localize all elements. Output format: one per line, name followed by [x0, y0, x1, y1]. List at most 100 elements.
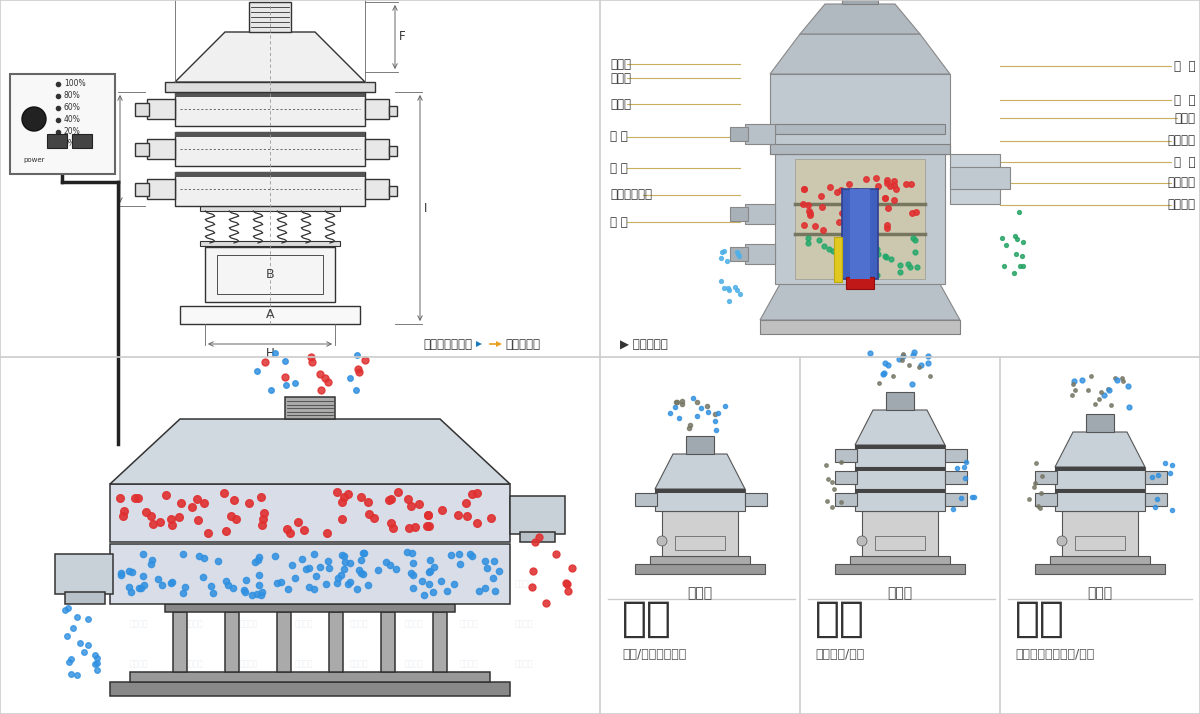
- Text: 颗粒/粉末准确分级: 颗粒/粉末准确分级: [622, 648, 686, 660]
- Bar: [854, 489, 946, 493]
- Circle shape: [1057, 536, 1067, 546]
- Bar: [760, 320, 960, 334]
- Text: 去除异物/结块: 去除异物/结块: [815, 648, 864, 660]
- Bar: [950, 154, 1000, 204]
- Bar: [175, 132, 365, 166]
- Bar: [835, 471, 857, 484]
- Bar: [846, 277, 874, 289]
- Bar: [110, 484, 510, 542]
- Polygon shape: [770, 34, 950, 74]
- Bar: [862, 511, 938, 556]
- Bar: [175, 172, 365, 177]
- Bar: [850, 556, 950, 564]
- Bar: [674, 536, 725, 550]
- Text: 三层式: 三层式: [888, 586, 912, 600]
- Text: 颗粒分级: 颗粒分级: [515, 619, 534, 628]
- Text: 40%: 40%: [64, 116, 80, 124]
- Text: 下部重锤: 下部重锤: [1166, 198, 1195, 211]
- Bar: [65, 592, 106, 604]
- Bar: [635, 493, 658, 506]
- Text: 过滤: 过滤: [815, 598, 865, 640]
- Bar: [72, 134, 92, 148]
- Bar: [166, 604, 455, 612]
- Bar: [130, 672, 490, 682]
- Bar: [775, 124, 946, 134]
- Text: 颗粒分级: 颗粒分级: [350, 659, 368, 668]
- Bar: [775, 154, 946, 284]
- Bar: [730, 207, 748, 221]
- Bar: [286, 397, 335, 419]
- Bar: [148, 99, 175, 119]
- Bar: [1050, 556, 1150, 564]
- Text: 去除液体中的颗粒/异物: 去除液体中的颗粒/异物: [1015, 648, 1094, 660]
- Bar: [1055, 467, 1145, 471]
- Bar: [835, 564, 965, 574]
- Bar: [842, 189, 878, 279]
- Bar: [175, 132, 365, 137]
- Text: 颗粒分级: 颗粒分级: [515, 579, 534, 588]
- Bar: [250, 2, 292, 32]
- Bar: [655, 489, 745, 493]
- Bar: [950, 167, 1010, 189]
- Bar: [835, 449, 857, 462]
- Polygon shape: [496, 341, 502, 347]
- Text: 颗粒分级: 颗粒分级: [350, 579, 368, 588]
- Bar: [650, 556, 750, 564]
- Text: 网  架: 网 架: [1174, 94, 1195, 106]
- Bar: [175, 172, 365, 206]
- Polygon shape: [110, 419, 510, 484]
- Text: 运输固定螺栓: 运输固定螺栓: [610, 188, 652, 201]
- Bar: [850, 189, 870, 279]
- Circle shape: [857, 536, 866, 546]
- Bar: [635, 564, 766, 574]
- Text: 颗粒分级: 颗粒分级: [460, 619, 479, 628]
- Text: 颗粒分级: 颗粒分级: [130, 579, 149, 588]
- Bar: [1034, 564, 1165, 574]
- Bar: [686, 436, 714, 454]
- Bar: [134, 103, 149, 116]
- Bar: [365, 139, 389, 159]
- Text: 结构示意图: 结构示意图: [505, 338, 540, 351]
- Text: 颗粒分级: 颗粒分级: [130, 619, 149, 628]
- Bar: [946, 493, 967, 506]
- Bar: [226, 612, 239, 672]
- Bar: [389, 106, 397, 116]
- Text: 颗粒分级: 颗粒分级: [240, 659, 258, 668]
- Bar: [770, 144, 950, 154]
- Bar: [173, 612, 187, 672]
- Bar: [770, 74, 950, 154]
- Text: 颗粒分级: 颗粒分级: [295, 659, 313, 668]
- Bar: [834, 237, 842, 282]
- Bar: [1055, 467, 1145, 489]
- Text: 颗粒分级: 颗粒分级: [406, 619, 424, 628]
- Text: 20%: 20%: [64, 128, 80, 136]
- Bar: [854, 467, 946, 471]
- Bar: [180, 306, 360, 324]
- Bar: [854, 445, 946, 449]
- Polygon shape: [1055, 432, 1145, 467]
- Polygon shape: [175, 32, 365, 82]
- Bar: [277, 612, 292, 672]
- Bar: [110, 682, 510, 696]
- Bar: [166, 82, 374, 92]
- Polygon shape: [800, 4, 920, 34]
- Bar: [946, 471, 967, 484]
- Text: 80%: 80%: [64, 91, 80, 101]
- Text: 单层式: 单层式: [688, 586, 713, 600]
- Text: 上部重锤: 上部重锤: [1166, 134, 1195, 148]
- Text: 颗粒分级: 颗粒分级: [295, 579, 313, 588]
- Text: 筛  网: 筛 网: [1174, 59, 1195, 73]
- Text: 外形尺寸示意图: 外形尺寸示意图: [424, 338, 472, 351]
- Bar: [55, 554, 113, 594]
- Bar: [662, 511, 738, 556]
- Bar: [842, 0, 878, 4]
- Bar: [854, 467, 946, 489]
- Circle shape: [22, 107, 46, 131]
- Bar: [796, 159, 925, 279]
- Bar: [854, 489, 946, 511]
- Text: E: E: [109, 143, 116, 156]
- Bar: [1034, 471, 1057, 484]
- Text: 分级: 分级: [622, 598, 672, 640]
- Polygon shape: [655, 454, 745, 489]
- Bar: [886, 392, 914, 410]
